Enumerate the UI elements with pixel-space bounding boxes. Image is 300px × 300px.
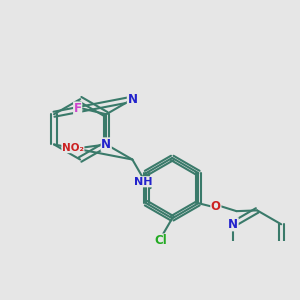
Text: O: O [211,200,221,213]
Text: N: N [101,138,111,151]
Text: F: F [74,102,82,115]
Text: NO₂: NO₂ [62,142,84,153]
Text: N: N [228,218,238,231]
Text: Cl: Cl [155,234,167,247]
Text: NH: NH [134,177,152,187]
Text: N: N [128,93,137,106]
